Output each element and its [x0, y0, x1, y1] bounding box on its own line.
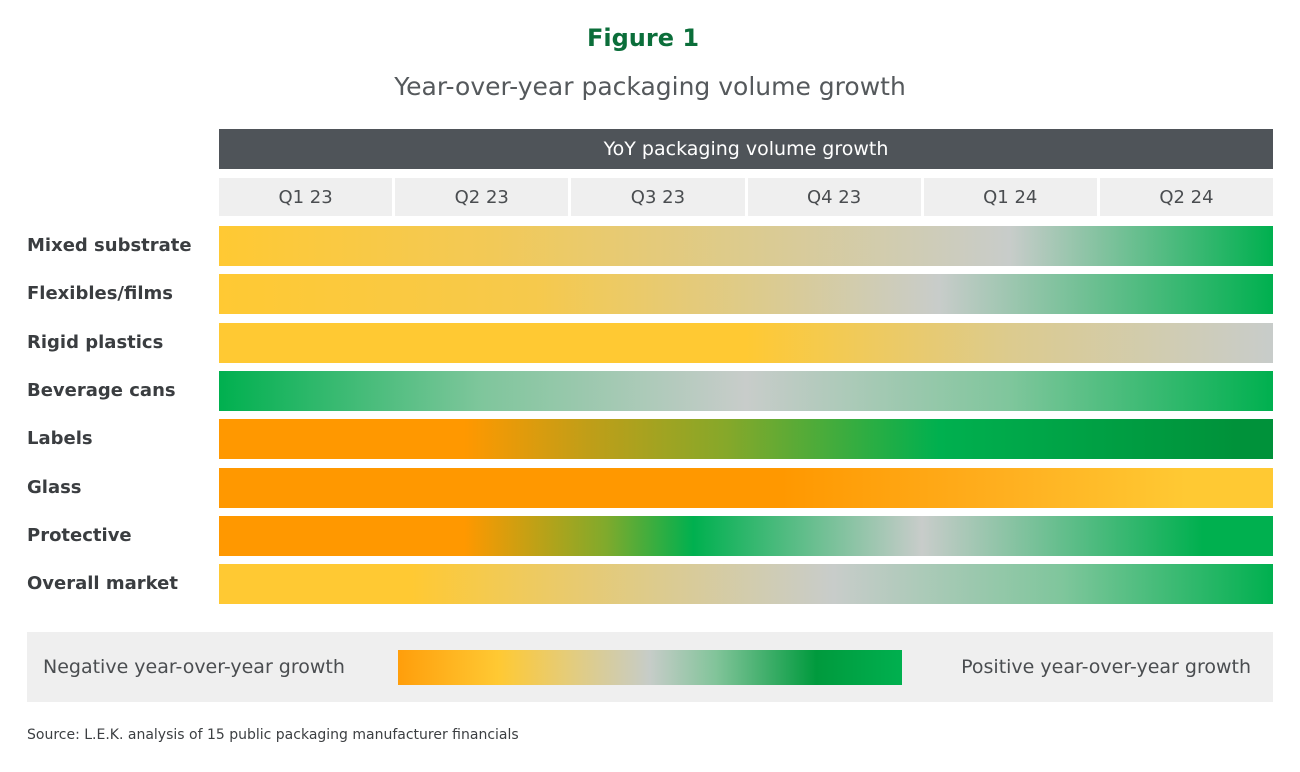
figure-label: Figure 1: [586, 24, 700, 52]
row-label: Labels: [27, 428, 93, 450]
column-group-header: YoY packaging volume growth: [219, 129, 1273, 169]
heatmap-bar-glass: [219, 467, 1273, 508]
legend-color-scale: [398, 650, 902, 685]
chart-title: Year-over-year packaging volume growth: [394, 72, 906, 101]
row-label: Flexibles/films: [27, 283, 173, 305]
heatmap-bar-overall-market: [219, 564, 1273, 605]
row-label: Protective: [27, 524, 132, 546]
row-label: Rigid plastics: [27, 331, 164, 353]
row-label: Overall market: [27, 573, 178, 595]
row-label: Mixed substrate: [27, 235, 192, 256]
heatmap-bar-protective: [219, 515, 1273, 556]
source-note: Source: L.E.K. analysis of 15 public pac…: [27, 727, 519, 743]
column-header-q1-24: Q1 24: [923, 178, 1097, 216]
column-header-q3-23: Q3 23: [571, 178, 745, 216]
heatmap-bar-flexibles-films: [219, 274, 1273, 315]
column-header-q1-23: Q1 23: [219, 178, 393, 216]
heatmap-bar-rigid-plastics: [219, 322, 1273, 363]
column-header-q2-24: Q2 24: [1099, 178, 1274, 216]
heatmap-bar-labels: [219, 419, 1273, 460]
heatmap-bar-mixed-substrate: [219, 226, 1273, 266]
column-header-q4-23: Q4 23: [747, 178, 921, 216]
row-label: Glass: [27, 476, 82, 498]
legend-negative-label: Negative year-over-year growth: [43, 656, 345, 678]
legend: Negative year-over-year growth Positive …: [27, 632, 1273, 702]
legend-positive-label: Positive year-over-year growth: [961, 656, 1251, 678]
heatmap-bar-beverage-cans: [219, 370, 1273, 411]
row-label: Beverage cans: [27, 379, 176, 401]
quarter-header-row: Q1 23 Q2 23 Q3 23 Q4 23 Q1 24 Q2 24: [219, 178, 1274, 216]
column-header-q2-23: Q2 23: [395, 178, 569, 216]
